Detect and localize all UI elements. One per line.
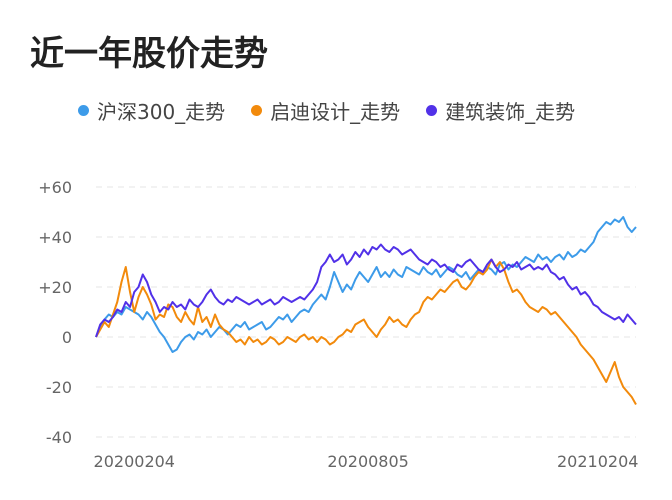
legend-dot-hs300 xyxy=(78,105,89,116)
y-tick-label: +60 xyxy=(38,178,72,197)
legend-label-hs300: 沪深300_走势 xyxy=(97,100,226,124)
series-line-0 xyxy=(95,216,637,353)
series-line-2 xyxy=(95,243,637,338)
x-tick-label: 20200805 xyxy=(327,452,408,471)
y-tick-label: +40 xyxy=(38,228,72,247)
y-tick-label: 0 xyxy=(62,328,72,347)
legend-item-hs300[interactable]: 沪深300_走势 xyxy=(78,96,225,125)
chart-legend: 沪深300_走势 启迪设计_走势 建筑装饰_走势 xyxy=(78,96,575,125)
series-line-1 xyxy=(95,258,637,405)
y-tick-label: -20 xyxy=(46,378,72,397)
y-tick-label: +20 xyxy=(38,278,72,297)
x-tick-label: 20210204 xyxy=(557,452,638,471)
legend-dot-construction xyxy=(426,105,438,116)
legend-dot-qidi xyxy=(251,105,263,116)
legend-label-construction: 建筑装饰_走势 xyxy=(445,100,576,124)
y-tick-label: -40 xyxy=(46,428,72,447)
legend-item-construction[interactable]: 建筑装饰_走势 xyxy=(426,96,575,125)
legend-item-qidi[interactable]: 启迪设计_走势 xyxy=(251,96,400,125)
chart-title: 近一年股价走势 xyxy=(30,34,268,74)
legend-label-qidi: 启迪设计_走势 xyxy=(270,100,401,124)
x-tick-label: 20200204 xyxy=(94,452,175,471)
